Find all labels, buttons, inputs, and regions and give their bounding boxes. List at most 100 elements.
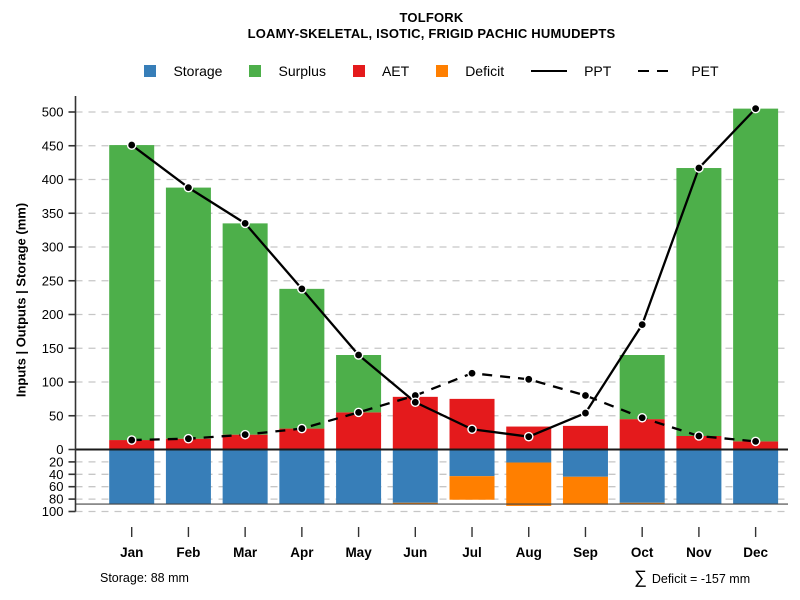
pet-point [353,407,364,418]
y-axis-tick-label: 350 [42,206,64,221]
y-axis-tick-label: 100 [42,504,64,519]
legend-item-aet: AET [352,63,410,79]
storage-bar-dec [733,449,779,505]
storage-bar-nov [676,449,722,505]
solid-line-icon [531,70,568,72]
deficit-swatch-icon [436,65,449,77]
ppt-point [467,424,477,435]
deficit-bar-oct [619,502,665,505]
legend-label: PPT [584,63,612,79]
month-label-feb: Feb [176,545,200,560]
aet-bar-jul [449,398,495,450]
ppt-point [126,140,137,150]
surplus-bar-dec [733,108,779,442]
chart-legend: Storage Surplus AET Deficit PPT PET [75,63,788,79]
legend-label: PET [691,63,719,79]
legend-label: Storage [173,63,223,79]
ppt-point [240,218,250,229]
y-axis-tick-label: 250 [42,273,64,288]
aet-bar-nov [676,436,722,450]
storage-bar-sep [562,449,608,477]
ppt-point [637,319,647,330]
legend-label: Surplus [278,63,326,79]
month-label-jan: Jan [120,545,143,560]
ppt-point [523,431,534,442]
y-axis-tick-label: 150 [42,341,64,356]
y-axis-tick-label: 100 [42,375,64,390]
y-axis-title: Inputs | Outputs | Storage (mm) [13,202,29,398]
legend-item-surplus: Surplus [249,63,326,79]
dashed-line-icon [638,69,675,73]
month-label-sep: Sep [573,545,598,560]
y-axis-tick-label: 80 [49,492,63,507]
pet-point [637,412,647,423]
storage-bar-mar [222,449,268,505]
ppt-point [694,163,704,173]
ppt-point [410,397,421,408]
storage-bar-jul [449,449,495,477]
ppt-point [353,350,364,360]
pet-point [297,423,307,434]
surplus-bar-oct [619,355,665,420]
deficit-bar-sep [562,476,608,505]
aet-bar-apr [279,428,325,450]
month-label-mar: Mar [233,545,258,560]
y-axis-tick-label: 300 [42,240,64,255]
storage-bar-apr [279,449,325,505]
month-label-nov: Nov [686,545,712,560]
month-label-may: May [345,545,372,560]
chart-subtitle: LOAMY-SKELETAL, ISOTIC, FRIGID PACHIC HU… [247,26,616,41]
surplus-swatch-icon [249,65,262,77]
pet-point [580,390,591,401]
deficit-bar-jul [449,476,495,500]
y-axis-tick-label: 60 [49,479,63,494]
surplus-bar-apr [279,288,325,429]
y-axis-tick-label: 50 [49,408,63,423]
storage-swatch-icon [144,65,157,77]
pet-point [467,368,477,379]
aet-swatch-icon [352,65,365,77]
y-axis-tick-label: 450 [42,138,64,153]
y-axis-tick-label: 0 [56,442,63,457]
month-label-jul: Jul [462,545,482,560]
legend-item-pet: PET [638,63,719,79]
chart-title: TOLFORK [399,10,464,25]
aet-bar-mar [222,434,268,450]
storage-bar-feb [165,449,211,505]
surplus-bar-may [336,355,382,413]
y-axis-tick-label: 500 [42,105,64,120]
deficit-bar-aug [506,462,552,506]
storage-bar-aug [506,449,552,463]
pet-point [523,374,534,385]
aet-bar-may [336,412,382,450]
y-axis-tick-label: 400 [42,172,64,187]
ppt-point [297,284,307,294]
y-axis-tick-label: 200 [42,307,64,322]
legend-item-storage: Storage [144,63,222,79]
deficit-sum-text: Deficit = -157 mm [651,572,751,586]
ppt-point [183,182,194,193]
y-axis-tick-label: 40 [49,467,63,482]
storage-bar-jun [392,449,438,503]
ppt-line [131,107,757,438]
aet-bar-feb [165,438,211,450]
legend-item-ppt: PPT [531,63,611,79]
pet-point [126,435,137,445]
month-label-dec: Dec [743,545,768,560]
pet-point [183,433,194,444]
y-axis-tick-label: 20 [49,454,63,469]
storage-bar-may [336,449,382,505]
surplus-bar-mar [222,223,268,435]
storage-bar-jan [109,449,155,505]
legend-label: AET [381,63,410,79]
ppt-point [580,408,591,418]
deficit-sum-annotation: ∑ Deficit = -157 mm [634,567,750,588]
storage-bar-oct [619,449,665,503]
storage-annotation: Storage: 88 mm [100,571,189,585]
aet-bar-sep [562,425,608,450]
deficit-bar-jun [392,502,438,505]
month-label-oct: Oct [631,545,654,560]
pet-point [750,436,761,447]
